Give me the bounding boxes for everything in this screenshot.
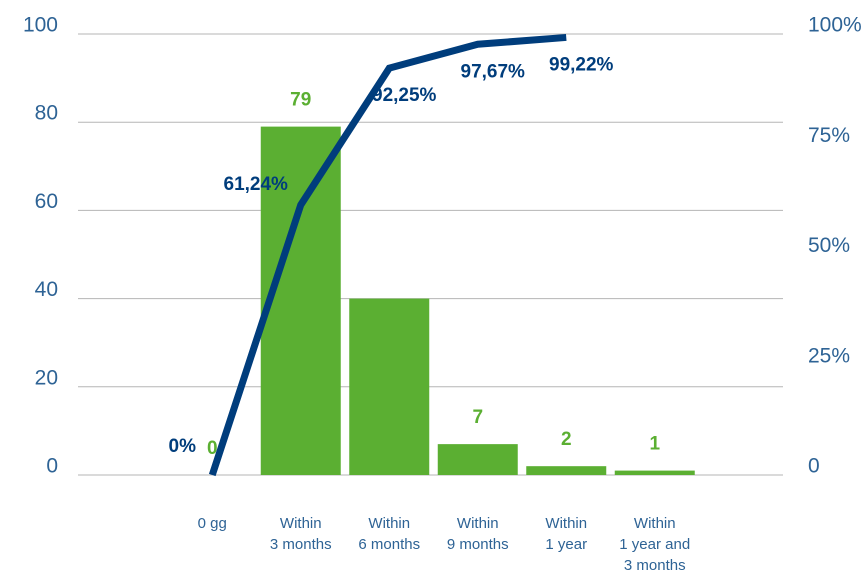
y2-tick-label: 0 bbox=[808, 455, 820, 478]
bar bbox=[260, 126, 341, 476]
bar-value-label: 0 bbox=[207, 438, 218, 459]
x-tick-label: Within 1 year bbox=[545, 515, 587, 553]
bar-value-label: 2 bbox=[561, 429, 572, 450]
y2-tick-label: 100% bbox=[808, 14, 862, 37]
line-value-label: 92,25% bbox=[372, 85, 437, 106]
y2-tick-label: 25% bbox=[808, 344, 850, 367]
bar bbox=[614, 470, 695, 475]
y-tick-label: 40 bbox=[35, 278, 58, 301]
y2-tick-label: 50% bbox=[808, 234, 850, 257]
x-tick-label: Within 6 months bbox=[358, 515, 420, 553]
line-value-label: 97,67% bbox=[461, 61, 526, 82]
y-tick-label: 60 bbox=[35, 190, 58, 213]
line bbox=[208, 33, 567, 477]
y-tick-label: 0 bbox=[46, 455, 58, 478]
bar-value-label: 79 bbox=[290, 90, 311, 111]
y-tick-label: 80 bbox=[35, 102, 58, 125]
line-value-label: 61,24% bbox=[224, 174, 289, 195]
x-tick-label: Within 9 months bbox=[447, 515, 509, 553]
y2-tick-label: 75% bbox=[808, 124, 850, 147]
line-value-label: 0% bbox=[169, 436, 197, 457]
bar bbox=[349, 298, 430, 475]
y-tick-label: 20 bbox=[35, 366, 58, 389]
x-tick-label: 0 gg bbox=[198, 515, 227, 532]
y-tick-label: 100 bbox=[23, 14, 58, 37]
bar-value-label: 1 bbox=[649, 434, 660, 455]
line-value-label: 99,22% bbox=[549, 54, 614, 75]
bar bbox=[526, 466, 607, 475]
x-tick-label: Within 1 year and 3 months bbox=[619, 515, 690, 574]
bar bbox=[437, 444, 518, 475]
bar-value-label: 7 bbox=[472, 407, 483, 428]
x-tick-label: Within 3 months bbox=[270, 515, 332, 553]
